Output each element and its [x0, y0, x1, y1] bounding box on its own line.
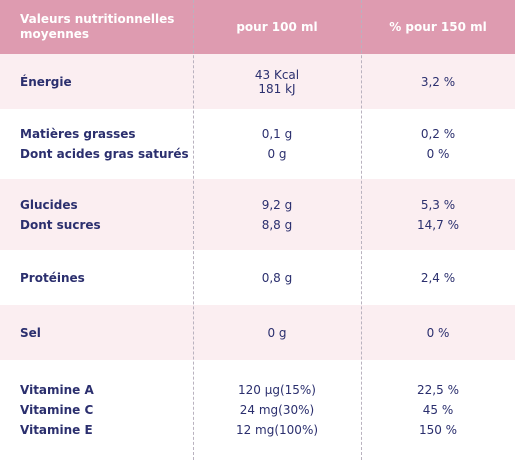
- row-label: Protéines: [20, 270, 85, 285]
- table-row-energy: Énergie 43 Kcal 181 kJ 3,2 %: [0, 54, 515, 109]
- header-per-100ml: pour 100 ml: [236, 19, 318, 34]
- header-per-150ml: % pour 150 ml: [389, 19, 487, 34]
- table-row-protein: Protéines 0,8 g 2,4 %: [0, 250, 515, 305]
- row-label: Glucides: [20, 197, 78, 212]
- table-row-salt: Sel 0 g 0 %: [0, 305, 515, 360]
- row-value: 0 g: [267, 147, 287, 161]
- row-label: Vitamine C: [20, 403, 94, 417]
- row-percent: 0,2 %: [420, 127, 456, 141]
- row-value: 0,1 g: [261, 127, 293, 141]
- row-label: Dont sucres: [20, 217, 101, 232]
- row-percent: 0 %: [426, 325, 450, 340]
- row-percent: 2,4 %: [420, 270, 456, 285]
- row-percent: 150 %: [418, 423, 458, 437]
- row-label: Vitamine E: [20, 423, 93, 437]
- row-percent: 5,3 %: [420, 197, 456, 212]
- row-label: Matières grasses: [20, 127, 136, 141]
- row-value: 8,8 g: [261, 217, 293, 232]
- table-row-fat: Matières grasses Dont acides gras saturé…: [0, 109, 515, 179]
- header-nutrient: Valeurs nutritionnelles moyennes: [20, 12, 175, 41]
- row-value: 0 g: [267, 325, 287, 340]
- row-percent: 0 %: [426, 147, 450, 161]
- row-value: 12 mg(100%): [235, 423, 319, 437]
- row-value: 9,2 g: [261, 197, 293, 212]
- table-row-vitamins: Vitamine A Vitamine C Vitamine E 120 µg(…: [0, 360, 515, 460]
- table-row-carbs: Glucides Dont sucres 9,2 g 8,8 g 5,3 % 1…: [0, 179, 515, 250]
- row-label: Vitamine A: [20, 383, 94, 397]
- row-percent: 45 %: [422, 403, 454, 417]
- row-percent: 14,7 %: [417, 217, 459, 232]
- row-value: 181 kJ: [258, 81, 296, 96]
- column-divider: [361, 0, 362, 460]
- row-value: 24 mg(30%): [239, 403, 315, 417]
- table-header: Valeurs nutritionnelles moyennes pour 10…: [0, 0, 515, 54]
- row-value: 43 Kcal: [254, 67, 300, 82]
- row-value: 120 µg(15%): [237, 383, 316, 397]
- row-percent: 22,5 %: [417, 383, 459, 397]
- row-value: 0,8 g: [261, 270, 293, 285]
- row-label: Énergie: [20, 74, 72, 89]
- column-divider: [193, 0, 194, 460]
- row-percent: 3,2 %: [420, 74, 456, 89]
- row-label: Dont acides gras saturés: [20, 147, 189, 161]
- row-label: Sel: [20, 325, 41, 340]
